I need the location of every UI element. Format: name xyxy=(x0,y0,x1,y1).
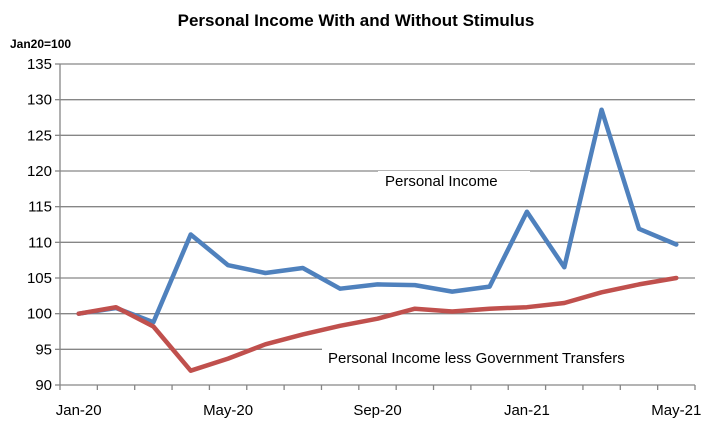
y-tick-label: 120 xyxy=(27,163,52,180)
y-tick-label: 135 xyxy=(27,56,52,73)
series-label-background xyxy=(378,171,530,191)
y-tick-label: 95 xyxy=(35,341,52,358)
y-tick-label: 90 xyxy=(35,377,52,394)
personal-income-less-transfers-line xyxy=(76,275,679,373)
personal-income-series-label: Personal Income xyxy=(385,173,498,190)
x-tick-label: Jan-20 xyxy=(56,402,102,419)
y-tick-label: 125 xyxy=(27,127,52,144)
gridlines xyxy=(60,63,695,350)
chart-title: Personal Income With and Without Stimulu… xyxy=(178,11,535,30)
x-tick-label: May-20 xyxy=(203,402,253,419)
x-tick-label: May-21 xyxy=(651,402,701,419)
y-tick-label: 115 xyxy=(28,199,52,216)
series-label-background xyxy=(322,348,712,368)
personal-income-line xyxy=(76,107,679,325)
series-labels: Personal Income Personal Income less Gove… xyxy=(322,171,712,368)
y-tick-label: 105 xyxy=(27,270,52,287)
axes xyxy=(59,64,695,386)
y-tick-label: 110 xyxy=(28,234,52,251)
x-tick-label: Sep-20 xyxy=(353,402,401,419)
x-tick-label: Jan-21 xyxy=(504,402,550,419)
x-axis-ticks: Jan-20 May-20 Sep-20 Jan-21 May-21 xyxy=(56,385,701,419)
y-tick-label: 130 xyxy=(27,92,52,109)
y-tick-label: 100 xyxy=(27,306,52,323)
personal-income-less-transfers-series-label: Personal Income less Government Transfer… xyxy=(328,350,625,367)
y-axis-ticks: 90 95 100 105 110 115 120 125 130 135 xyxy=(27,56,60,394)
y-axis-unit-label: Jan20=100 xyxy=(10,37,71,51)
series-lines xyxy=(76,107,679,373)
